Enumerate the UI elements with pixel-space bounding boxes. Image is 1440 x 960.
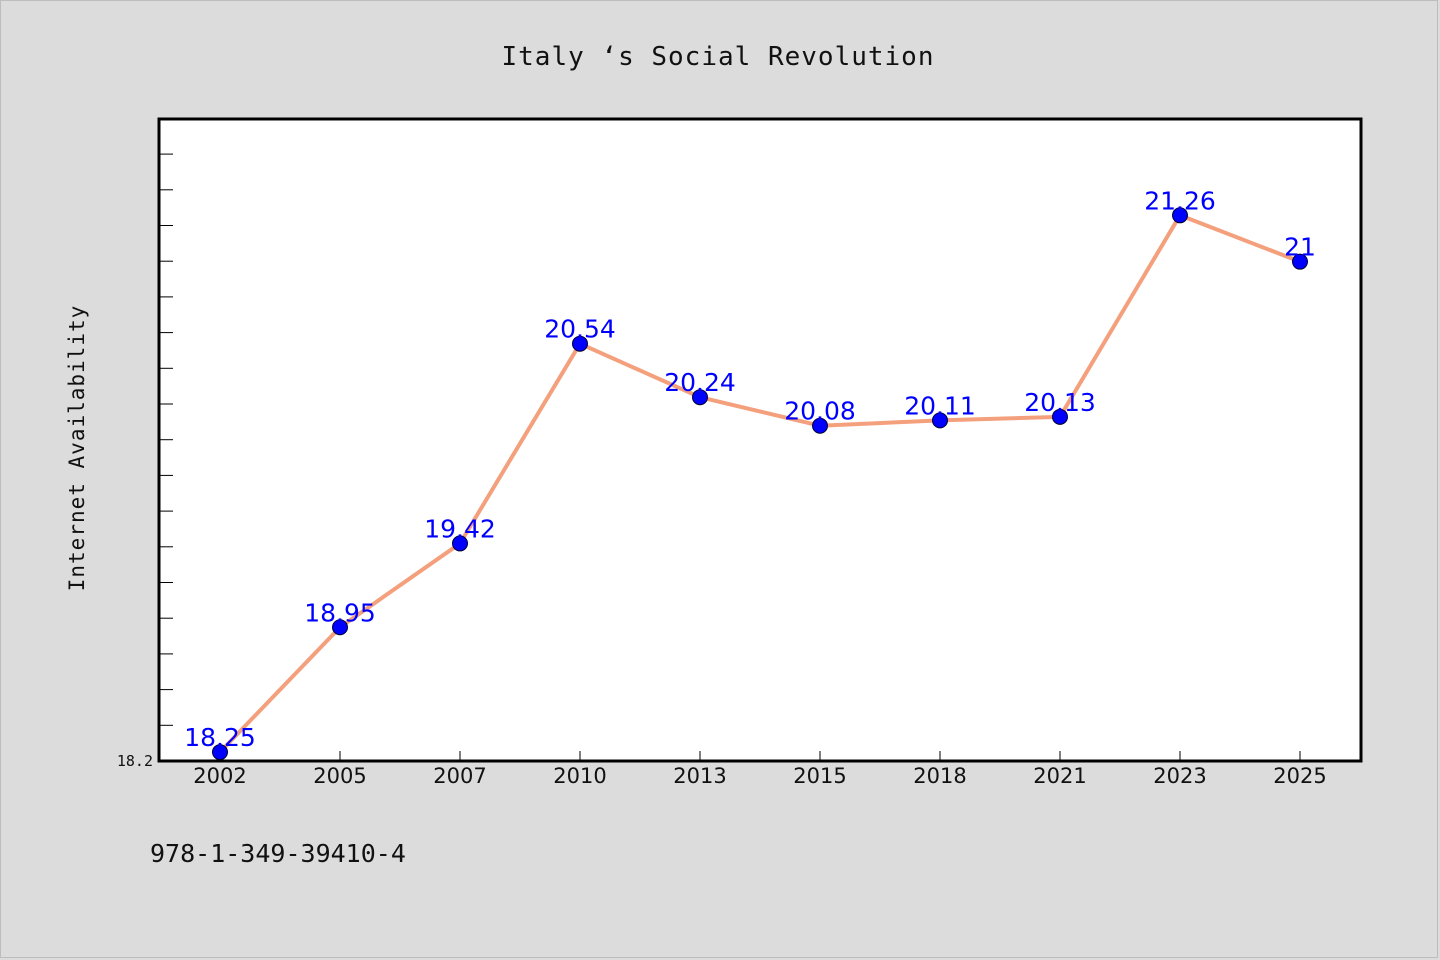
data-label: 21 (1284, 233, 1316, 262)
data-point (332, 619, 348, 636)
data-label: 18.25 (184, 723, 256, 752)
data-point (1052, 408, 1068, 425)
data-point (572, 335, 588, 352)
series-line-segment (338, 541, 462, 630)
data-label: 20.13 (1024, 388, 1096, 417)
series-line-segment (818, 418, 942, 428)
data-labels: 18.25 18.95 19.42 20.54 20.24 20.08 20.11 20.13… (184, 186, 1316, 752)
x-tick-label: 2007 (433, 764, 486, 788)
x-tick-label: 2010 (553, 764, 606, 788)
x-tick-label: 2021 (1033, 764, 1086, 788)
chart-title: Italy ‘s Social Revolution (502, 42, 935, 72)
series-line-group (218, 213, 1302, 755)
series-line-segment (938, 414, 1062, 423)
data-point (212, 744, 228, 761)
plot-area (157, 117, 1363, 763)
data-label: 20.54 (544, 315, 616, 344)
data-label: 21.26 (1144, 186, 1216, 215)
data-label: 20.11 (904, 391, 976, 420)
x-tick-label: 2013 (673, 764, 726, 788)
series-line-segment (218, 625, 342, 755)
x-tick-label: 2015 (793, 764, 846, 788)
series-markers (212, 207, 1308, 761)
x-tick-label: 2018 (913, 764, 966, 788)
data-point (932, 412, 948, 429)
data-point (1172, 207, 1188, 224)
series-line-segment (1178, 213, 1302, 264)
data-label: 20.24 (664, 368, 736, 397)
footer-isbn-text: 978-1-349-39410-4 (150, 839, 406, 868)
data-point (452, 535, 468, 552)
data-label: 19.42 (424, 514, 496, 543)
x-tick-label: 2005 (313, 764, 366, 788)
series-line-segment (458, 341, 582, 546)
y-axis-minor-ticks (159, 153, 173, 762)
series-line-segment (698, 395, 822, 428)
data-label: 20.08 (784, 397, 856, 426)
data-point (692, 389, 708, 406)
y-axis-label: Internet Availability (65, 305, 89, 592)
x-tick-label: 2002 (193, 764, 246, 788)
data-point (812, 417, 828, 434)
data-label: 18.95 (304, 598, 376, 627)
x-tick-label: 2025 (1273, 764, 1326, 788)
x-axis-tick-labels: 2002 2005 2007 2010 2013 2015 2018 2021 2023 2025 (193, 764, 1326, 788)
x-tick-label: 2023 (1153, 764, 1206, 788)
y-tick-label: 18.2 (117, 752, 153, 770)
data-point (1292, 253, 1308, 270)
series-line-segment (578, 341, 702, 400)
series-line-segment (1058, 213, 1182, 419)
